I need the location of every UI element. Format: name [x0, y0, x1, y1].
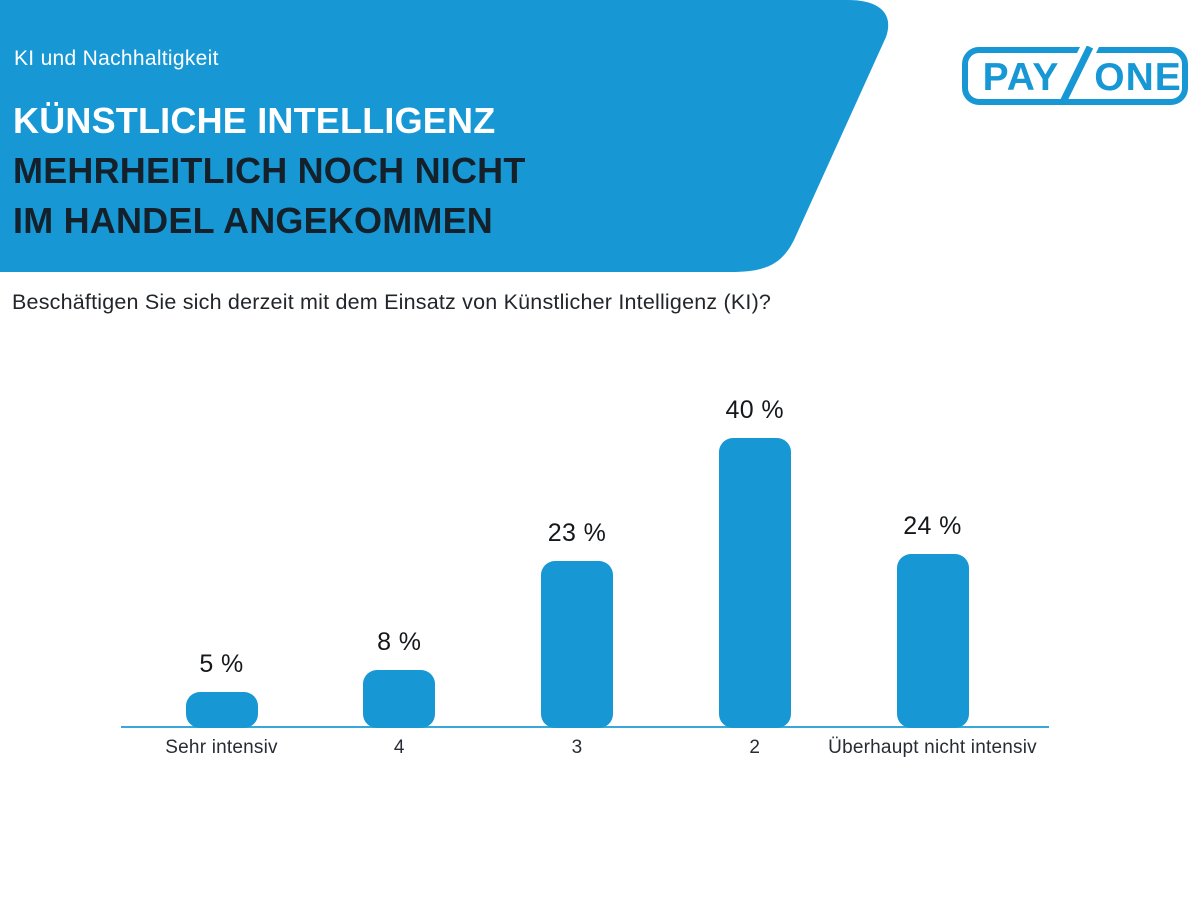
payone-logo-text-one: ONE: [1094, 56, 1182, 99]
bar-2: [541, 561, 613, 728]
bar-chart: 5 % Sehr intensiv 8 % 4 23 % 3 40 % 2 24 % Überha…: [0, 380, 1200, 800]
bar-value-label-3: 40 %: [725, 396, 785, 424]
bar-category-label-0: Sehr intensiv: [165, 737, 278, 758]
bar-category-label-2: 3: [571, 737, 583, 758]
bar-value-label-1: 8 %: [377, 628, 422, 656]
bar-category-label-4: Überhaupt nicht intensiv: [828, 737, 1037, 758]
bar-4: [896, 554, 969, 728]
bar-1: [363, 670, 436, 728]
bar-category-label-1: 4: [393, 737, 405, 758]
payone-logo-frame: [962, 47, 1188, 105]
bar-3: [718, 438, 791, 728]
bar-category-label-3: 2: [749, 737, 761, 758]
bar-value-label-4: 24 %: [903, 512, 962, 540]
page-title-line-2: MEHRHEITLICH NOCH NICHT: [13, 150, 526, 191]
bar-0: [185, 692, 258, 728]
payone-logo-text-pay: PAY: [983, 56, 1060, 99]
payone-logo-slash: [1059, 46, 1094, 104]
page-title-line-1: KÜNSTLICHE INTELLIGENZ: [13, 100, 496, 141]
payone-logo: PAY ONE: [962, 46, 1188, 105]
header-eyebrow: KI und Nachhaltigkeit: [14, 47, 219, 70]
page-title-line-3: IM HANDEL ANGEKOMMEN: [13, 200, 493, 241]
bar-value-label-0: 5 %: [199, 650, 244, 678]
header-banner-shape: [0, 0, 889, 272]
page-title: KÜNSTLICHE INTELLIGENZ MEHRHEITLICH NOCH…: [13, 96, 526, 246]
bar-value-label-2: 23 %: [547, 519, 607, 547]
header-banner: [0, 0, 889, 272]
survey-question: Beschäftigen Sie sich derzeit mit dem Ei…: [12, 290, 772, 314]
